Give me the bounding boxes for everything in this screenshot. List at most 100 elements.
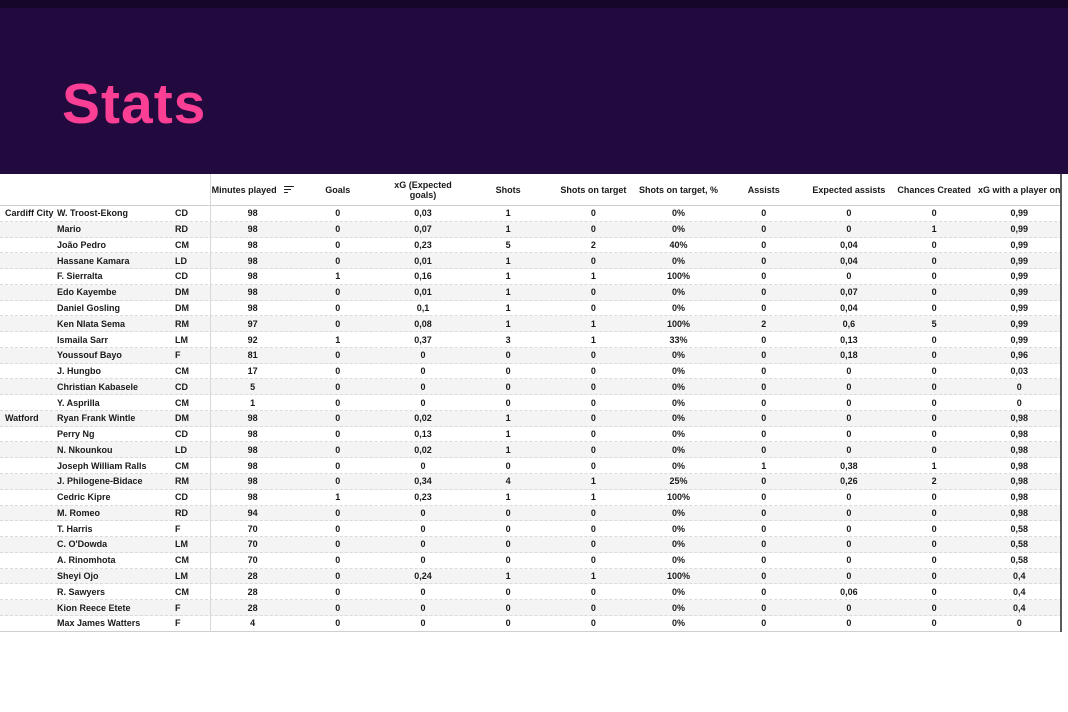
column-header-shots[interactable]: Shots xyxy=(466,174,551,205)
stat-value: 0 xyxy=(590,366,596,377)
stat-value: 1 xyxy=(590,271,596,282)
table-row[interactable]: C. O'Dowda LM 70 0 0 0 0 0% 0 0 0 0,58 xyxy=(0,537,1062,553)
table-row[interactable]: A. Rinomhota CM 70 0 0 0 0 0% 0 0 0 0,58 xyxy=(0,552,1062,569)
column-header-label: Shots on target, % xyxy=(639,184,719,195)
stat-value: 3 xyxy=(505,334,511,345)
banner-top-stripe xyxy=(0,0,1068,8)
stat-value: 0 xyxy=(590,350,596,361)
stat-value: 1 xyxy=(505,413,511,424)
stat-value: 0 xyxy=(931,602,937,613)
player-position: LM xyxy=(175,334,188,345)
stat-value: 0 xyxy=(335,523,341,534)
table-row[interactable]: Perry Ng CD 98 0 0,13 1 0 0% 0 0 0 0,98 xyxy=(0,426,1062,443)
stat-value: 0 xyxy=(335,476,341,487)
stat-value: 0 xyxy=(931,255,937,266)
player-name: Ryan Frank Wintle xyxy=(57,413,136,424)
table-row[interactable]: Joseph William Ralls CM 98 0 0 0 0 0% 1 0,38 1 0,98 xyxy=(0,458,1062,475)
table-row[interactable]: Sheyi Ojo LM 28 0 0,24 1 1 100% 0 0 0 0,4 xyxy=(0,568,1062,585)
player-name: Kion Reece Etete xyxy=(57,602,131,613)
column-header-chances-created[interactable]: Chances Created xyxy=(892,174,977,205)
table-row[interactable]: Y. Asprilla CM 1 0 0 0 0 0% 0 0 0 0 xyxy=(0,395,1062,411)
column-header-minutes-played[interactable]: Minutes played xyxy=(210,174,295,205)
table-row[interactable]: R. Sawyers CM 28 0 0 0 0 0% 0 0,06 0 0,4 xyxy=(0,584,1062,601)
stat-value: 0 xyxy=(761,523,767,534)
table-row[interactable]: J. Hungbo CM 17 0 0 0 0 0% 0 0 0 0,03 xyxy=(0,363,1062,380)
stat-value: 0 xyxy=(420,507,426,518)
stat-value: 0 xyxy=(931,523,937,534)
player-name: Perry Ng xyxy=(57,429,95,440)
column-header-expected-assists[interactable]: Expected assists xyxy=(806,174,891,205)
stat-value: 1 xyxy=(590,334,596,345)
stat-value: 70 xyxy=(247,555,258,566)
stat-value: 0,99 xyxy=(1010,334,1029,345)
stat-value: 0 xyxy=(590,618,596,629)
stat-value: 94 xyxy=(247,507,258,518)
stat-value: 0,99 xyxy=(1010,287,1029,298)
stat-value: 2 xyxy=(931,476,937,487)
table-row[interactable]: Kion Reece Etete F 28 0 0 0 0 0% 0 0 0 0,4 xyxy=(0,600,1062,616)
stat-value: 0,99 xyxy=(1010,208,1029,219)
column-header-xg-expected-goals-[interactable]: xG (Expected goals) xyxy=(380,174,465,205)
stat-value: 81 xyxy=(247,350,258,361)
table-row[interactable]: J. Philogene-Bidace RM 98 0 0,34 4 1 25% 0 0,26 2 0… xyxy=(0,474,1062,490)
stat-value: 0 xyxy=(846,381,852,392)
column-header-goals[interactable]: Goals xyxy=(295,174,380,205)
table-row[interactable]: Daniel Gosling DM 98 0 0,1 1 0 0% 0 0,04 0 0,99 xyxy=(0,300,1062,317)
stat-value: 0 xyxy=(505,350,511,361)
player-name: F. Sierralta xyxy=(57,271,103,282)
stat-value: 0 xyxy=(931,586,937,597)
column-header-assists[interactable]: Assists xyxy=(721,174,806,205)
stat-value: 1 xyxy=(505,224,511,235)
stat-value: 0,4 xyxy=(1013,602,1026,613)
stat-value: 0 xyxy=(761,539,767,550)
stat-value: 0,6 xyxy=(842,318,856,329)
sort-descending-icon[interactable] xyxy=(283,185,294,194)
stat-value: 0,01 xyxy=(414,255,432,266)
table-row[interactable]: Edo Kayembe DM 98 0 0,01 1 0 0% 0 0,07 0 0,99 xyxy=(0,284,1062,301)
stat-value: 0 xyxy=(846,539,852,550)
column-header-shots-on-target-[interactable]: Shots on target, % xyxy=(636,174,721,205)
table-row[interactable]: Ken Nlata Sema RM 97 0 0,08 1 1 100% 2 0,6 5 0,99 xyxy=(0,316,1062,333)
stat-value: 98 xyxy=(247,476,258,487)
stat-value: 0% xyxy=(672,397,686,408)
player-name: W. Troost-Ekong xyxy=(57,208,128,219)
stat-value: 0,01 xyxy=(414,287,432,298)
stat-value: 0 xyxy=(420,539,426,550)
table-row[interactable]: F. Sierralta CD 98 1 0,16 1 1 100% 0 0 0 0,99 xyxy=(0,269,1062,285)
table-row[interactable]: Ismaila Sarr LM 92 1 0,37 3 1 33% 0 0,13 0 0,99 xyxy=(0,332,1062,348)
stat-value: 0 xyxy=(590,255,596,266)
table-row[interactable]: Youssouf Bayo F 81 0 0 0 0 0% 0 0,18 0 0,96 xyxy=(0,347,1062,364)
player-position: CM xyxy=(175,366,189,377)
table-row[interactable]: Cardiff City W. Troost-Ekong CD 98 0 0,03 1 0 0%… xyxy=(0,206,1062,222)
table-row[interactable]: Hassane Kamara LD 98 0 0,01 1 0 0% 0 0,04 0 0,99 xyxy=(0,253,1062,270)
stat-value: 0 xyxy=(335,224,341,235)
stat-value: 0 xyxy=(590,523,596,534)
stat-value: 1 xyxy=(505,318,511,329)
table-row[interactable]: Christian Kabasele CD 5 0 0 0 0 0% 0 0 0 0 xyxy=(0,379,1062,396)
stat-value: 98 xyxy=(247,271,258,282)
player-name: Hassane Kamara xyxy=(57,255,130,266)
table-row[interactable]: Watford Ryan Frank Wintle DM 98 0 0,02 1 0 0% 0 0 0… xyxy=(0,410,1062,427)
player-name: Christian Kabasele xyxy=(57,381,139,392)
column-header-shots-on-target[interactable]: Shots on target xyxy=(551,174,636,205)
table-row[interactable]: Cedric Kipre CD 98 1 0,23 1 1 100% 0 0 0 0,98 xyxy=(0,489,1062,506)
stat-value: 0 xyxy=(761,239,767,250)
stat-value: 0,04 xyxy=(840,255,858,266)
player-position: F xyxy=(175,618,181,629)
team-label: Cardiff City xyxy=(5,208,54,219)
stat-value: 0 xyxy=(761,350,767,361)
stat-value: 70 xyxy=(247,523,258,534)
column-header-xg-with-a-player-on[interactable]: xG with a player on xyxy=(977,174,1062,205)
table-row[interactable]: T. Harris F 70 0 0 0 0 0% 0 0 0 0,58 xyxy=(0,521,1062,538)
player-position: CM xyxy=(175,586,189,597)
stat-value: 1 xyxy=(335,492,341,503)
table-row[interactable]: M. Romeo RD 94 0 0 0 0 0% 0 0 0 0,98 xyxy=(0,505,1062,522)
column-header-label: Shots on target xyxy=(560,184,627,195)
table-row[interactable]: Mario RD 98 0 0,07 1 0 0% 0 0 1 0,99 xyxy=(0,221,1062,238)
table-row[interactable]: N. Nkounkou LD 98 0 0,02 1 0 0% 0 0 0 0,98 xyxy=(0,442,1062,459)
stat-value: 0 xyxy=(846,224,852,235)
table-row[interactable]: Max James Watters F 4 0 0 0 0 0% 0 0 0 0 xyxy=(0,615,1062,632)
table-row[interactable]: João Pedro CM 98 0 0,23 5 2 40% 0 0,04 0 0,99 xyxy=(0,237,1062,254)
stats-table: Minutes played Goals xG (Expected goals) Sh… xyxy=(0,174,1062,632)
stat-value: 0 xyxy=(335,555,341,566)
